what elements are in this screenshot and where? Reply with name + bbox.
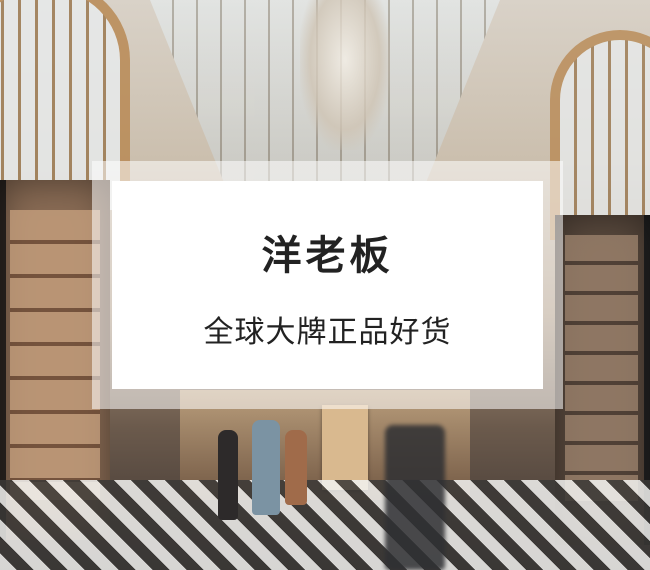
blurred-shopper bbox=[385, 425, 445, 570]
right-arched-window bbox=[550, 30, 650, 240]
shopper bbox=[252, 420, 280, 515]
brand-tagline: 全球大牌正品好货 bbox=[203, 315, 452, 350]
shopper bbox=[285, 430, 307, 505]
title-card: 洋老板 全球大牌正品好货 bbox=[112, 181, 543, 389]
checkered-floor bbox=[0, 480, 650, 570]
brand-title: 洋老板 bbox=[261, 233, 394, 279]
sandwich-board-sign bbox=[322, 405, 368, 490]
chandelier bbox=[300, 0, 390, 150]
shopper bbox=[218, 430, 238, 520]
